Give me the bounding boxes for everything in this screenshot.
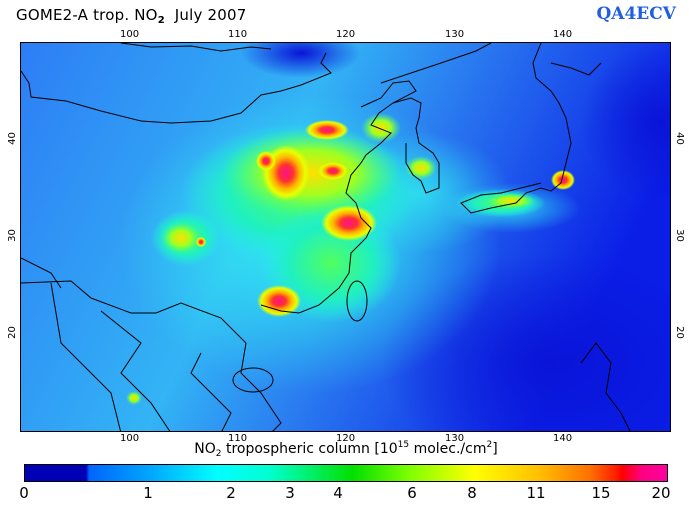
colorbar-title-end: ] — [492, 441, 498, 457]
top-lon-label: 110 — [228, 29, 248, 40]
top-lon-label: 130 — [445, 29, 465, 40]
top-lon-label: 100 — [120, 29, 140, 40]
colorbar-tick: 15 — [591, 484, 611, 502]
no2-map[interactable] — [20, 42, 671, 432]
colorbar-tick: 0 — [19, 484, 29, 502]
colorbar-title-no: NO — [194, 441, 216, 457]
bottom-lon-label: 140 — [553, 433, 573, 444]
no2-heatmap-svg — [21, 43, 670, 431]
colorbar-title-exp2: 2 — [486, 440, 493, 450]
left-lat-label: 30 — [6, 229, 18, 242]
colorbar — [24, 464, 668, 482]
colorbar-tick: 1 — [143, 484, 153, 502]
colorbar-tick: 3 — [285, 484, 295, 502]
right-lat-label: 20 — [673, 326, 685, 339]
right-lat-label: 30 — [673, 229, 685, 242]
bottom-lon-label: 130 — [445, 433, 465, 444]
right-lat-label: 40 — [673, 132, 685, 145]
map-title: GOME2-A trop. NO2 July 2007 — [16, 6, 247, 26]
colorbar-tick: 6 — [407, 484, 417, 502]
left-lat-label: 40 — [6, 132, 18, 145]
title-date: July 2007 — [174, 6, 247, 24]
colorbar-title-unit: molec./cm — [409, 441, 487, 457]
bottom-lon-label: 100 — [120, 433, 140, 444]
title-prefix: GOME2-A trop. NO — [16, 6, 158, 24]
title-subscript: 2 — [157, 15, 165, 26]
colorbar-title: NO2 tropospheric column [1015 molec./cm2… — [0, 440, 692, 459]
left-lat-label: 20 — [6, 326, 18, 339]
colorbar-tick: 20 — [651, 484, 671, 502]
top-lon-label: 140 — [553, 29, 573, 40]
top-lon-label: 120 — [336, 29, 356, 40]
colorbar-tick: 8 — [467, 484, 477, 502]
colorbar-tick: 11 — [526, 484, 546, 502]
colorbar-tick: 4 — [333, 484, 343, 502]
colorbar-title-sub: 2 — [215, 449, 222, 459]
colorbar-title-mid: tropospheric column [10 — [221, 441, 398, 457]
bottom-lon-label: 120 — [336, 433, 356, 444]
colorbar-title-exp: 15 — [397, 440, 410, 450]
colorbar-tick: 2 — [226, 484, 236, 502]
bottom-lon-label: 110 — [228, 433, 248, 444]
brand-logo: QA4ECV — [596, 4, 676, 24]
